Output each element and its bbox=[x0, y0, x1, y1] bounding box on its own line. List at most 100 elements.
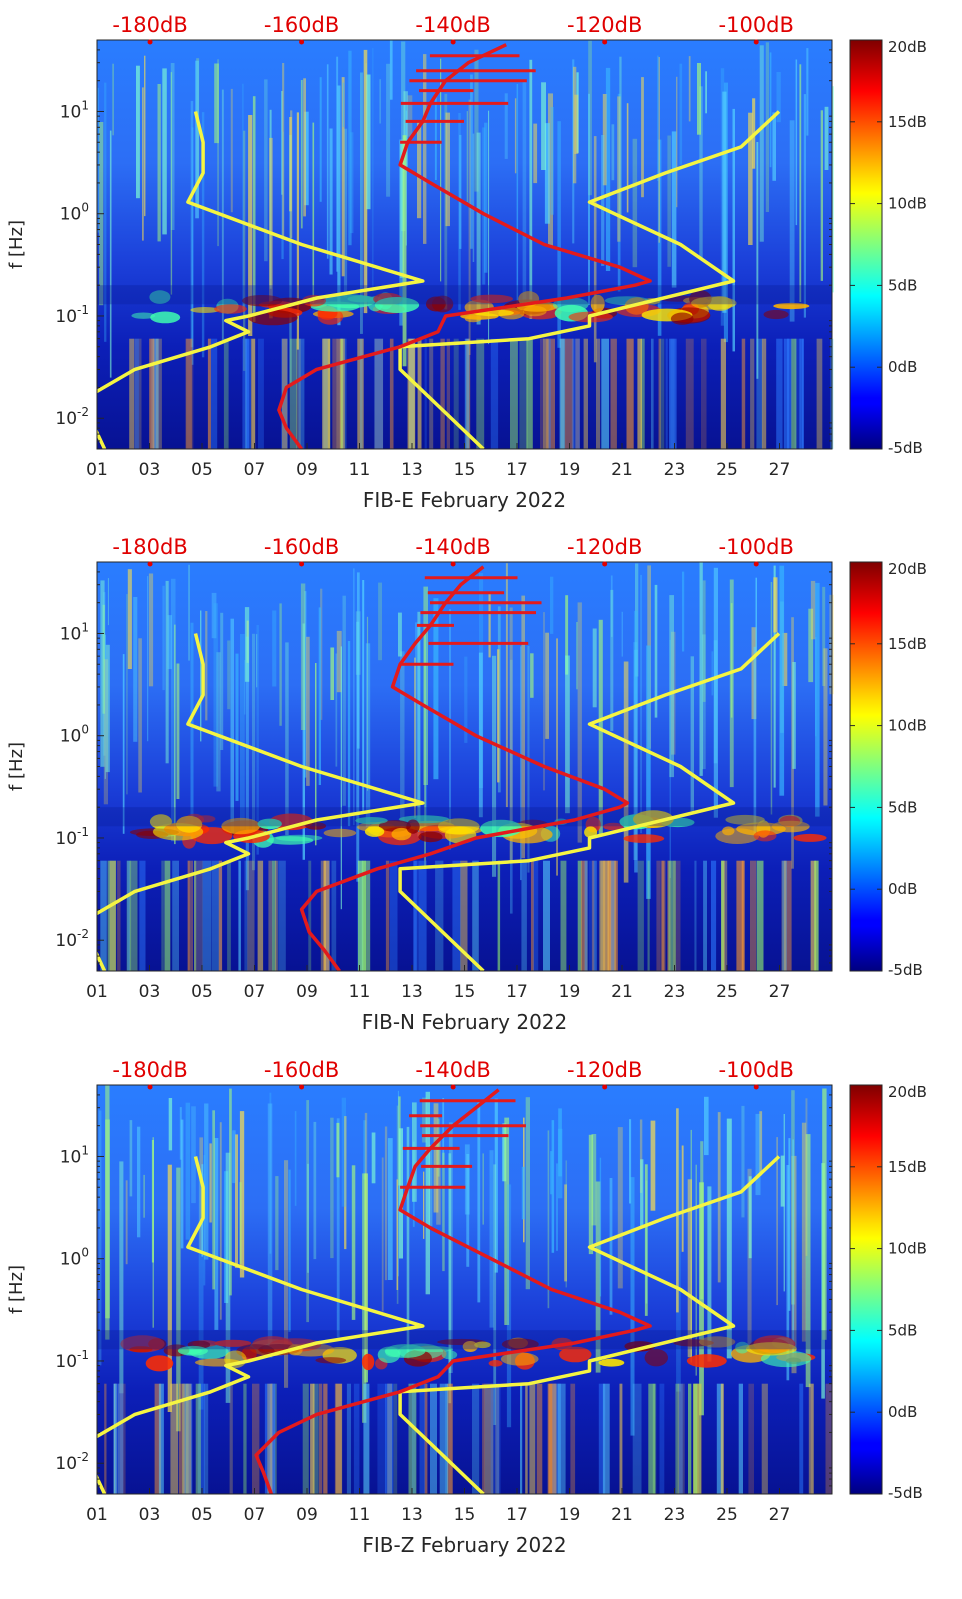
spectrogram-stripe bbox=[136, 65, 140, 199]
spectrogram-stripe bbox=[702, 580, 706, 702]
spectrogram-stripe bbox=[125, 1180, 128, 1265]
microseism-blob bbox=[190, 307, 220, 313]
top-db-tick-mark bbox=[753, 1084, 759, 1090]
spectrogram-stripe bbox=[732, 108, 735, 352]
low-frequency-column bbox=[323, 1383, 328, 1494]
top-db-tick-mark bbox=[147, 39, 153, 45]
low-frequency-column bbox=[447, 1383, 453, 1494]
spectrogram-stripe bbox=[822, 1088, 827, 1340]
spectrogram-stripe bbox=[572, 59, 575, 244]
spectrogram-stripe bbox=[516, 84, 519, 308]
spectrogram-stripe bbox=[378, 582, 382, 661]
low-frequency-column bbox=[363, 1383, 370, 1494]
low-frequency-column bbox=[385, 1383, 394, 1494]
low-frequency-column bbox=[149, 338, 155, 449]
spectrogram-stripe bbox=[170, 72, 173, 295]
spectrogram-stripe bbox=[360, 72, 363, 334]
microseism-blob bbox=[323, 828, 357, 838]
x-tick-label: 25 bbox=[716, 1505, 738, 1525]
spectrogram-stripe bbox=[126, 594, 128, 795]
spectrogram-stripe bbox=[336, 1122, 340, 1178]
microseism-blob bbox=[221, 817, 261, 835]
x-tick-label: 05 bbox=[191, 982, 213, 1002]
y-tick-label: 10-2 bbox=[55, 927, 89, 951]
spectrogram-stripe bbox=[371, 1132, 376, 1184]
spectrogram-stripe bbox=[269, 109, 272, 289]
low-frequency-column bbox=[323, 860, 329, 971]
x-tick-label: 03 bbox=[139, 1505, 161, 1525]
microseism-blob bbox=[722, 826, 735, 836]
spectrogram-stripe bbox=[699, 562, 703, 776]
spectrogram-stripe bbox=[611, 124, 615, 181]
spectrogram-stripe bbox=[669, 595, 674, 778]
spectrogram-stripe bbox=[422, 1097, 427, 1143]
low-frequency-column bbox=[325, 860, 330, 971]
microseism-blob bbox=[241, 295, 283, 307]
low-frequency-column bbox=[439, 1383, 448, 1494]
low-frequency-column bbox=[310, 1383, 315, 1494]
spectrogram-stripe bbox=[200, 610, 202, 742]
curve-group bbox=[97, 1088, 781, 1494]
spectrogram-stripe bbox=[209, 1143, 212, 1223]
low-frequency-column bbox=[334, 1383, 342, 1494]
spectrogram-stripe bbox=[599, 1157, 602, 1297]
spectrogram-stripe bbox=[190, 622, 194, 840]
spectrogram-stripe bbox=[823, 648, 828, 806]
spectrogram-stripe bbox=[312, 122, 315, 304]
low-frequency-column bbox=[761, 338, 767, 449]
microseism-blob bbox=[275, 834, 323, 842]
spectrogram-stripe bbox=[514, 98, 517, 174]
low-frequency-column bbox=[720, 338, 726, 449]
spectrogram-stripe bbox=[272, 610, 277, 687]
spectrogram-stripe bbox=[592, 628, 597, 708]
low-frequency-column bbox=[632, 1383, 642, 1494]
microseism-blob bbox=[670, 312, 694, 325]
low-frequency-column bbox=[197, 1383, 205, 1494]
spectrogram-stripe bbox=[565, 595, 569, 675]
spectrogram-stripe bbox=[230, 618, 234, 835]
microseism-blob bbox=[418, 831, 443, 843]
low-frequency-column bbox=[721, 860, 725, 971]
spectrogram-stripe bbox=[398, 612, 402, 657]
spectrogram-stripe bbox=[687, 1179, 692, 1358]
spectrogram-stripe bbox=[220, 612, 224, 750]
spectrogram-stripe bbox=[400, 651, 405, 840]
low-frequency-column bbox=[588, 860, 597, 971]
spectrogram-stripe bbox=[275, 1176, 279, 1271]
microseism-blob bbox=[406, 819, 420, 834]
spectrogram-stripe bbox=[244, 607, 250, 682]
spectrogram-stripe bbox=[337, 85, 341, 326]
low-frequency-column bbox=[158, 1383, 164, 1494]
x-axis-label: FIB-N February 2022 bbox=[362, 1010, 568, 1034]
low-frequency-column bbox=[825, 1383, 832, 1494]
low-frequency-column bbox=[389, 338, 394, 449]
spectrogram-stripe bbox=[318, 607, 321, 785]
spectrogram-stripe bbox=[320, 588, 323, 720]
low-frequency-column bbox=[484, 1383, 494, 1494]
spectrogram-stripe bbox=[162, 585, 165, 691]
spectrogram-stripe bbox=[502, 1123, 507, 1182]
spectrogram-stripe bbox=[633, 610, 638, 702]
low-frequency-column bbox=[609, 860, 618, 971]
low-frequency-column bbox=[100, 860, 107, 971]
spectrogram-stripe bbox=[417, 611, 421, 837]
low-frequency-column bbox=[430, 1383, 437, 1494]
microseism-blob bbox=[355, 817, 388, 825]
spectrogram-stripe bbox=[269, 137, 273, 319]
spectrogram-stripe bbox=[769, 52, 772, 168]
low-frequency-column bbox=[107, 860, 116, 971]
spectrogram-stripe bbox=[773, 577, 778, 633]
spectrogram-stripe bbox=[239, 1111, 245, 1278]
low-frequency-column bbox=[703, 860, 707, 971]
microseism-blob bbox=[715, 828, 760, 844]
colorbar-tick-label: 10dB bbox=[888, 195, 927, 213]
spectrogram-stripe bbox=[442, 1152, 445, 1272]
spectrogram-stripe bbox=[591, 1134, 597, 1226]
low-frequency-column bbox=[659, 1383, 665, 1494]
spectrogram-stripe bbox=[281, 131, 284, 260]
spectrogram-stripe bbox=[341, 77, 345, 277]
spectrogram-stripe bbox=[302, 623, 305, 860]
low-frequency-column bbox=[570, 1383, 576, 1494]
low-frequency-column bbox=[411, 1383, 416, 1494]
low-frequency-column bbox=[359, 338, 363, 449]
